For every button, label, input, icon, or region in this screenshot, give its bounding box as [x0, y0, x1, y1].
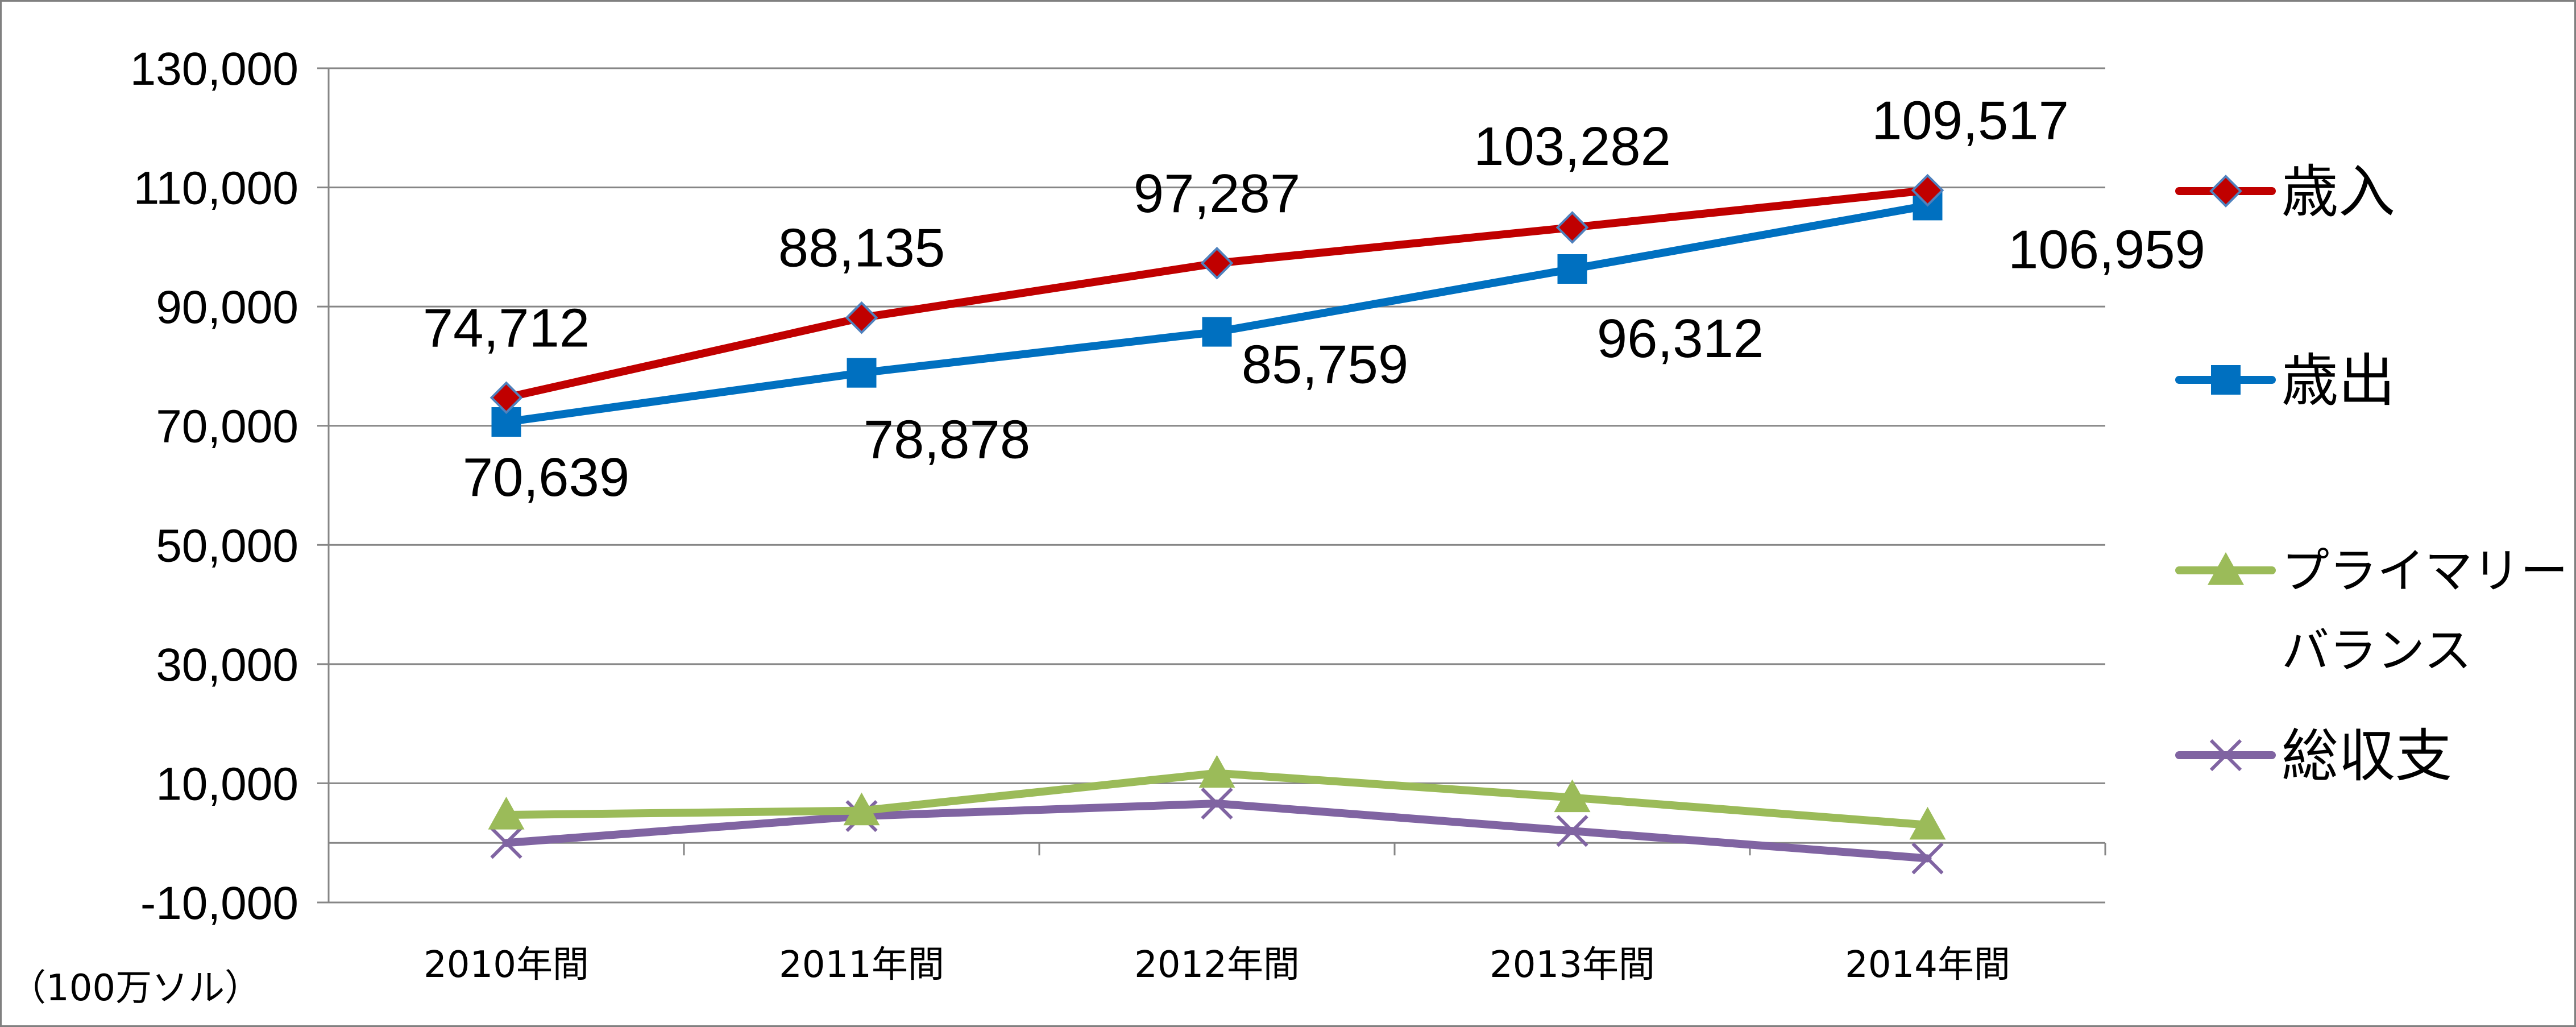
data-label: 74,712 — [423, 297, 590, 358]
data-point — [1911, 842, 1944, 875]
legend-marker — [2211, 365, 2241, 395]
data-point — [1911, 173, 1944, 207]
data-point — [843, 792, 880, 826]
data-point — [488, 796, 525, 830]
x-tick-label: 2014年間 — [1845, 944, 2010, 986]
y-tick-label: 10,000 — [156, 758, 298, 810]
y-tick-label: 70,000 — [156, 401, 298, 453]
y-tick-label: 30,000 — [156, 639, 298, 691]
data-labels: 74,712 88,135 97,287 103,282 109,517 70,639 78… — [423, 90, 2205, 508]
data-label: 78,878 — [864, 409, 1031, 470]
data-point — [1202, 317, 1232, 347]
legend-label: プライマリー — [2282, 543, 2568, 599]
legend-marker-stroke — [2209, 739, 2242, 772]
data-label: 96,312 — [1597, 308, 1764, 369]
data-point — [490, 381, 523, 415]
data-point-stroke — [1556, 815, 1588, 847]
legend-marker — [2209, 175, 2242, 208]
data-point — [1554, 779, 1591, 813]
gridlines — [329, 67, 2105, 784]
data-point — [847, 358, 877, 388]
y-tick-label: -10,000 — [140, 877, 298, 929]
data-point — [490, 827, 522, 859]
data-point — [1198, 755, 1235, 788]
data-label: 106,959 — [2008, 219, 2205, 280]
data-point — [1556, 815, 1588, 847]
legend-label: 歳出 — [2282, 347, 2395, 414]
y-axis-unit: （100万ソル） — [10, 967, 261, 1009]
data-point — [1201, 787, 1233, 820]
legend-label: 総収支 — [2282, 723, 2452, 789]
data-point-stroke — [1201, 787, 1233, 820]
x-tick-label: 2011年間 — [779, 944, 944, 986]
data-point — [1200, 246, 1234, 280]
data-point — [1909, 806, 1946, 840]
legend-marker — [2208, 552, 2244, 585]
series-group — [488, 173, 1946, 875]
data-label: 88,135 — [778, 218, 945, 279]
data-label: 103,282 — [1474, 116, 1671, 177]
legend-item: 歳入 — [2175, 159, 2395, 225]
data-point — [1555, 211, 1589, 244]
data-label: 97,287 — [1134, 163, 1301, 224]
y-tick-label: 130,000 — [130, 43, 298, 95]
legend-item: 歳出 — [2175, 347, 2395, 414]
legend-label: バランス — [2282, 623, 2471, 678]
legend-item: 総収支 — [2175, 723, 2452, 789]
y-tick-label: 50,000 — [156, 520, 298, 572]
data-label: 70,639 — [463, 447, 630, 508]
x-tick-label: 2012年間 — [1134, 944, 1300, 986]
data-point-stroke — [490, 827, 522, 859]
data-point — [845, 301, 878, 334]
y-tick-labels: 130,000 110,000 90,000 70,000 50,000 30,000 10… — [130, 43, 298, 929]
legend-label: 歳入 — [2282, 159, 2395, 225]
axes — [317, 67, 2106, 904]
y-tick-label: 90,000 — [156, 281, 298, 333]
legend-marker — [2209, 739, 2242, 772]
y-tick-label: 110,000 — [134, 163, 298, 214]
data-point — [1557, 254, 1587, 284]
x-tick-label: 2010年間 — [424, 944, 589, 986]
data-label: 85,759 — [1242, 334, 1409, 395]
data-label: 109,517 — [1872, 90, 2069, 151]
x-tick-label: 2013年間 — [1490, 944, 1655, 986]
data-point-stroke — [1911, 842, 1944, 875]
x-tick-labels: 2010年間 2011年間 2012年間 2013年間 2014年間 — [424, 944, 2010, 986]
